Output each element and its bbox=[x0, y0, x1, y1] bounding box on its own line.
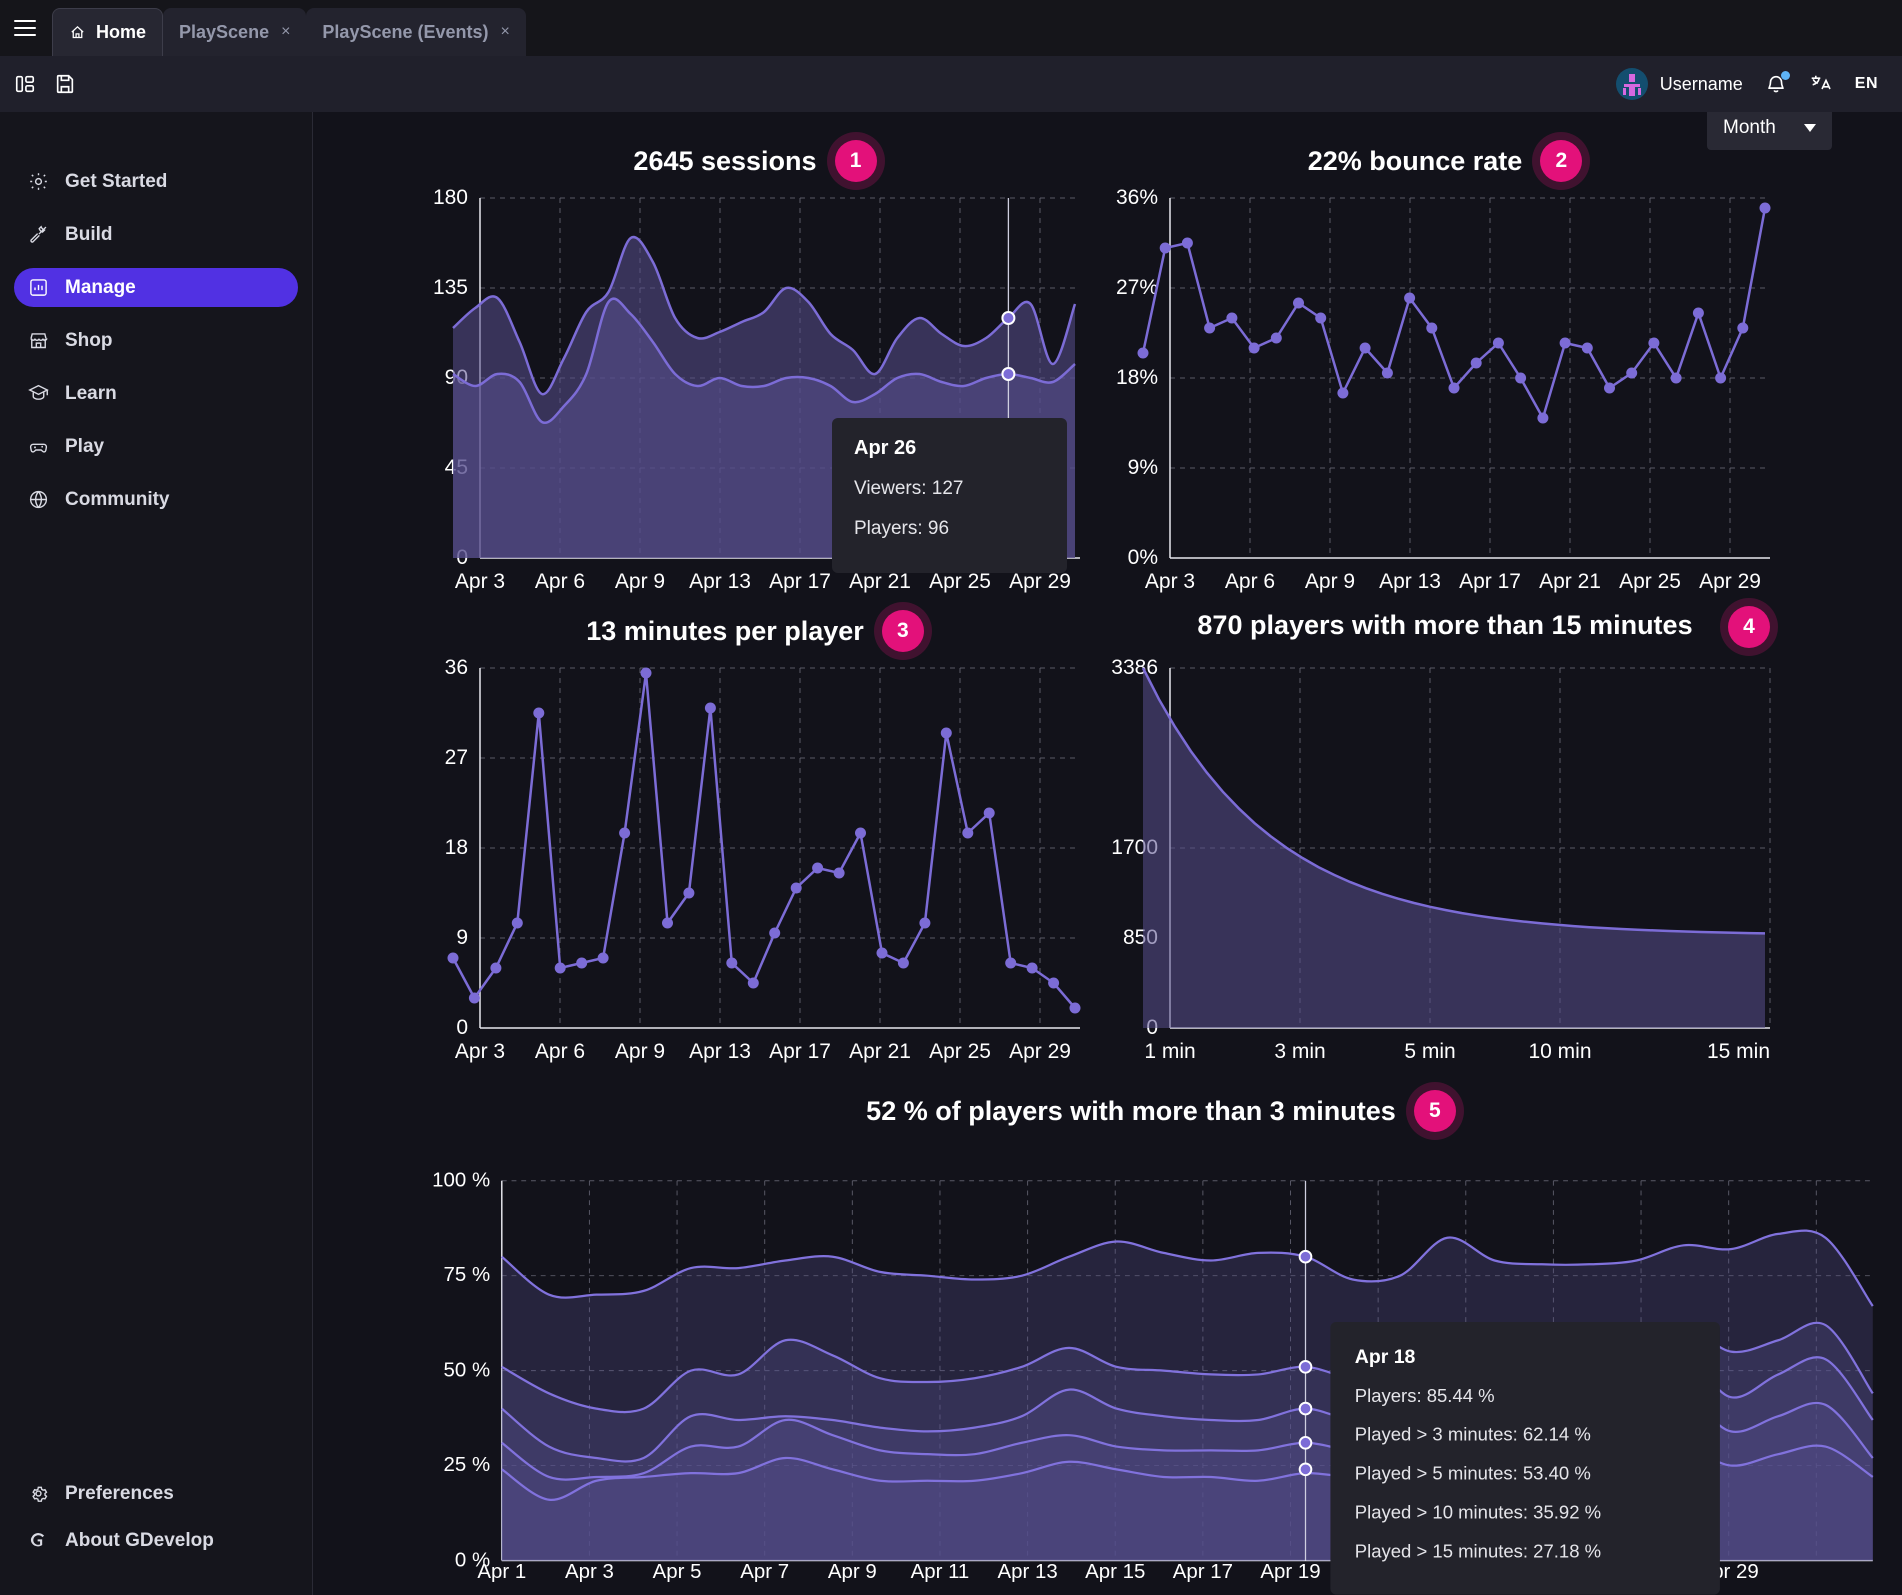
svg-text:Apr 25: Apr 25 bbox=[929, 570, 991, 593]
svg-text:9%: 9% bbox=[1128, 456, 1158, 479]
svg-text:36%: 36% bbox=[1116, 188, 1158, 209]
svg-text:25 %: 25 % bbox=[444, 1453, 491, 1476]
svg-text:0: 0 bbox=[456, 1016, 468, 1039]
svg-text:Played > 15 minutes: 27.18 %: Played > 15 minutes: 27.18 % bbox=[1355, 1541, 1601, 1562]
svg-text:Apr 6: Apr 6 bbox=[1225, 570, 1275, 593]
svg-text:Apr 9: Apr 9 bbox=[615, 1040, 665, 1063]
svg-text:Players: 85.44 %: Players: 85.44 % bbox=[1355, 1385, 1495, 1406]
svg-text:Viewers: 127: Viewers: 127 bbox=[854, 478, 964, 499]
svg-text:Apr 3: Apr 3 bbox=[455, 1040, 505, 1063]
svg-text:Played > 3 minutes: 62.14 %: Played > 3 minutes: 62.14 % bbox=[1355, 1424, 1591, 1445]
svg-text:Apr 17: Apr 17 bbox=[769, 570, 831, 593]
svg-text:Apr 9: Apr 9 bbox=[1305, 570, 1355, 593]
svg-text:18: 18 bbox=[445, 836, 468, 859]
svg-text:5 min: 5 min bbox=[1404, 1040, 1455, 1063]
svg-text:Apr 25: Apr 25 bbox=[929, 1040, 991, 1063]
svg-text:Apr 3: Apr 3 bbox=[455, 570, 505, 593]
svg-text:Apr 17: Apr 17 bbox=[1173, 1560, 1233, 1583]
svg-text:36: 36 bbox=[445, 658, 468, 679]
svg-text:0%: 0% bbox=[1128, 546, 1158, 569]
svg-text:Played > 10 minutes: 35.92 %: Played > 10 minutes: 35.92 % bbox=[1355, 1502, 1601, 1523]
svg-text:Apr 13: Apr 13 bbox=[997, 1560, 1057, 1583]
svg-text:3 min: 3 min bbox=[1274, 1040, 1325, 1063]
svg-text:Apr 29: Apr 29 bbox=[1699, 570, 1761, 593]
svg-text:27: 27 bbox=[445, 746, 468, 769]
svg-text:Apr 6: Apr 6 bbox=[535, 1040, 585, 1063]
svg-text:Apr 25: Apr 25 bbox=[1619, 570, 1681, 593]
svg-text:Apr 19: Apr 19 bbox=[1260, 1560, 1320, 1583]
svg-text:Apr 29: Apr 29 bbox=[1009, 570, 1071, 593]
svg-text:Apr 9: Apr 9 bbox=[615, 570, 665, 593]
svg-text:Apr 5: Apr 5 bbox=[653, 1560, 702, 1583]
svg-text:Apr 11: Apr 11 bbox=[911, 1560, 970, 1583]
svg-text:Apr 26: Apr 26 bbox=[854, 437, 916, 459]
svg-text:Apr 1: Apr 1 bbox=[477, 1560, 526, 1583]
svg-text:Apr 9: Apr 9 bbox=[828, 1560, 877, 1583]
svg-text:75 %: 75 % bbox=[444, 1263, 491, 1286]
svg-text:Apr 21: Apr 21 bbox=[1539, 570, 1601, 593]
svg-text:135: 135 bbox=[433, 276, 468, 299]
svg-text:Apr 13: Apr 13 bbox=[1379, 570, 1441, 593]
svg-text:10 min: 10 min bbox=[1528, 1040, 1591, 1063]
svg-text:100 %: 100 % bbox=[432, 1169, 490, 1192]
svg-text:Apr 3: Apr 3 bbox=[1145, 570, 1195, 593]
svg-text:15 min: 15 min bbox=[1707, 1040, 1770, 1063]
svg-text:Apr 15: Apr 15 bbox=[1085, 1560, 1145, 1583]
svg-text:Apr 3: Apr 3 bbox=[565, 1560, 614, 1583]
svg-text:Apr 17: Apr 17 bbox=[769, 1040, 831, 1063]
svg-text:Apr 13: Apr 13 bbox=[689, 570, 751, 593]
svg-text:Apr 13: Apr 13 bbox=[689, 1040, 751, 1063]
svg-text:18%: 18% bbox=[1116, 366, 1158, 389]
svg-text:1 min: 1 min bbox=[1144, 1040, 1195, 1063]
svg-text:50 %: 50 % bbox=[444, 1358, 491, 1381]
svg-text:Apr 21: Apr 21 bbox=[849, 570, 911, 593]
svg-text:9: 9 bbox=[456, 926, 468, 949]
svg-text:Apr 7: Apr 7 bbox=[740, 1560, 789, 1583]
svg-text:Played > 5 minutes: 53.40 %: Played > 5 minutes: 53.40 % bbox=[1355, 1463, 1591, 1484]
svg-text:180: 180 bbox=[433, 188, 468, 209]
svg-text:Players: 96: Players: 96 bbox=[854, 518, 949, 539]
svg-text:Apr 29: Apr 29 bbox=[1009, 1040, 1071, 1063]
svg-text:Apr 21: Apr 21 bbox=[849, 1040, 911, 1063]
svg-text:27%: 27% bbox=[1116, 276, 1158, 299]
svg-text:Apr 17: Apr 17 bbox=[1459, 570, 1521, 593]
svg-text:Apr 6: Apr 6 bbox=[535, 570, 585, 593]
svg-text:Apr 18: Apr 18 bbox=[1355, 1346, 1416, 1368]
svg-text:3386: 3386 bbox=[1111, 658, 1158, 679]
